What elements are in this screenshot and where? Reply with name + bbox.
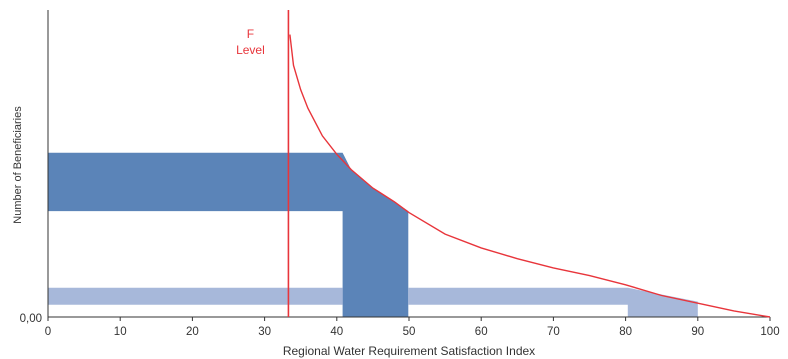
x-tick-labels: 0 10 20 30 40 50 60 70 80 90 100 [45, 317, 780, 338]
x-tick-label: 90 [691, 326, 704, 338]
x-tick-label: 50 [403, 326, 416, 338]
beneficiaries-curve [289, 34, 771, 318]
x-tick-label: 70 [547, 326, 560, 338]
x-tick-label: 0 [45, 326, 51, 338]
beneficiary-band-1 [48, 287, 343, 305]
f-level-label-line2: Level [236, 43, 265, 57]
x-tick-label: 60 [475, 326, 488, 338]
x-axis-label: Regional Water Requirement Satisfaction … [283, 344, 535, 358]
x-tick-label: 10 [114, 326, 127, 338]
beneficiary-band-0 [48, 152, 409, 317]
x-tick-label: 100 [760, 326, 779, 338]
f-level-label-line1: F [247, 27, 254, 41]
x-tick-label: 40 [330, 326, 343, 338]
x-tick-label: 30 [258, 326, 271, 338]
x-tick-label: 20 [186, 326, 199, 338]
y-axis-label: Number of Beneficiaries [12, 106, 24, 224]
x-tick-label: 80 [619, 326, 632, 338]
bands-layer [48, 152, 698, 317]
y-tick-label-zero: 0,00 [20, 313, 42, 325]
beneficiary-band-2 [408, 287, 698, 317]
